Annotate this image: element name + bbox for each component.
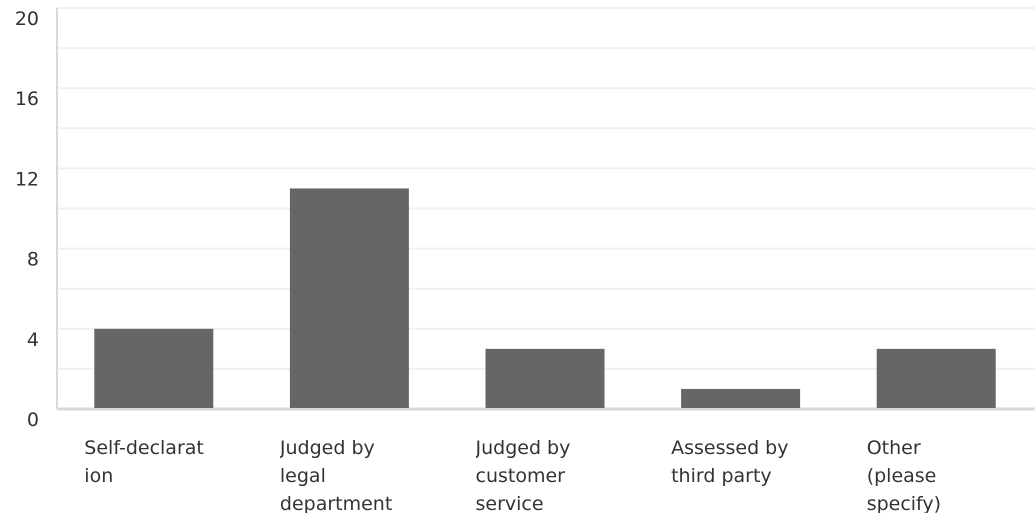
bar — [94, 328, 214, 408]
x-category-label: Judged by legal department — [279, 437, 393, 513]
bars — [94, 188, 996, 408]
gridlines — [57, 7, 1035, 370]
y-tick-label: 8 — [27, 249, 39, 271]
y-tick-label: 0 — [27, 409, 39, 431]
x-category-label: Self-declarat ion — [84, 437, 204, 487]
bar — [289, 188, 409, 408]
y-tick-label: 16 — [15, 88, 39, 110]
x-category-label: Other (please specify) — [866, 437, 942, 513]
y-axis-ticks: 0 4 8 12 16 20 — [15, 8, 39, 431]
x-category-label: Judged by customer service — [475, 437, 571, 513]
bar — [681, 388, 801, 408]
axes — [56, 8, 1035, 411]
bar — [876, 348, 996, 408]
x-category-label: Assessed by third party — [671, 437, 789, 487]
bar — [485, 348, 605, 408]
y-tick-label: 20 — [15, 8, 39, 30]
y-tick-label: 4 — [27, 329, 39, 351]
y-tick-label: 12 — [15, 168, 39, 190]
